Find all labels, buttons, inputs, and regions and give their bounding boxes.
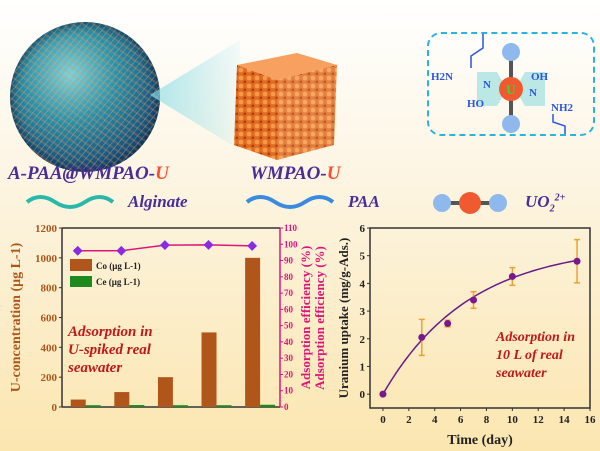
legend-co-label: Co (μg L-1)	[96, 261, 141, 271]
data-point	[573, 257, 581, 265]
data-point	[508, 272, 516, 280]
x-tick-label: 4	[432, 414, 438, 426]
nh2-label: NH2	[551, 102, 574, 114]
co-bar	[201, 332, 217, 407]
oxygen-atom-icon	[502, 115, 520, 133]
y-tick-label: 600	[41, 313, 58, 325]
plot-frame	[369, 227, 591, 409]
x-tick-label: 2	[406, 414, 412, 426]
data-point	[379, 390, 387, 398]
uranium-label: U	[506, 82, 516, 97]
y2-tick-label: 70	[284, 288, 294, 298]
y-tick-label: 3	[360, 306, 366, 318]
uranyl-icon	[433, 192, 507, 214]
y-tick-label: 1000	[35, 253, 58, 265]
y2-tick-label: 60	[284, 304, 294, 314]
y2-tick-label: 20	[284, 369, 294, 379]
data-point	[444, 320, 452, 328]
fit-curve	[382, 259, 578, 395]
y2-tick-label: 30	[284, 353, 294, 363]
co-bar	[245, 257, 261, 407]
material-label: WMPAO-U	[250, 163, 341, 184]
x-tick-label: 10	[507, 414, 518, 426]
y2-tick-label: 110	[284, 223, 298, 233]
y2-tick-label: 40	[284, 337, 294, 347]
y2-tick-label: 10	[284, 386, 294, 396]
ce-bar	[129, 405, 145, 407]
y-tick-label: 6	[360, 223, 366, 235]
legend-co-swatch	[70, 259, 92, 271]
efficiency-marker	[247, 240, 258, 251]
y-tick-label: 200	[41, 372, 58, 384]
ce-bar	[172, 405, 188, 407]
annotation-line: U-spiked real	[68, 342, 152, 358]
data-point	[418, 333, 426, 341]
annotation-line: seawater	[495, 366, 547, 381]
legend-ce-label: Ce (μg L-1)	[96, 277, 140, 287]
efficiency-marker	[72, 245, 83, 256]
wmpao-cube-image	[234, 53, 337, 160]
annotation-line: Adsorption in	[495, 330, 575, 345]
efficiency-marker	[116, 245, 127, 256]
amidoxime-uranyl-complex: U H2N N HO OH N NH2	[431, 34, 574, 134]
y-tick-label: 0	[360, 389, 366, 401]
composite-label: A-PAA@WMPAO-U	[8, 163, 169, 184]
data-point	[470, 296, 478, 304]
y-tick-label: 2	[360, 334, 366, 346]
co-bar	[114, 392, 130, 407]
co-bar	[70, 399, 86, 407]
y2-tick-label: 80	[284, 272, 294, 282]
x-tick-label: 16	[585, 414, 597, 426]
x-tick-label: 0	[380, 414, 386, 426]
right-n-label: N	[529, 87, 537, 99]
y-axis-title: U-concentration (μg L-1)	[9, 242, 24, 392]
h2n-label: H2N	[431, 71, 453, 83]
y-tick-label: 5	[360, 251, 366, 263]
ho-label: HO	[467, 98, 485, 110]
a-paa-wmpao-sphere-image	[10, 22, 160, 172]
y-tick-label: 4	[360, 278, 366, 290]
alginate-legend-label: Alginate	[128, 192, 188, 211]
efficiency-marker	[203, 239, 214, 250]
x-tick-label: 6	[458, 414, 464, 426]
oxygen-atom-icon	[502, 43, 520, 61]
spiked-seawater-chart: 0 200 400 600 800 1000 1200 0 10 20 30 40 50 60 70 80 90…	[9, 223, 313, 414]
ce-bar	[260, 404, 276, 407]
legend-ce-swatch	[70, 276, 92, 287]
uranium-atom-icon	[499, 77, 523, 101]
uranyl-legend-label: UO22+	[525, 192, 566, 215]
y-tick-label: 400	[41, 342, 58, 354]
y2-tick-label: 90	[284, 256, 294, 266]
x-axis-title: Time (day)	[447, 433, 513, 448]
x-tick-label: 8	[484, 414, 490, 426]
paa-legend-label: PAA	[348, 192, 380, 211]
annotation-line: seawater	[67, 360, 122, 376]
x-tick-label: 14	[559, 414, 571, 426]
y2-axis-title: Adsorption efficiency (%)	[298, 246, 313, 390]
y-tick-label: 1200	[35, 223, 58, 235]
alginate-chain-icon	[25, 195, 115, 209]
y-tick-label: 800	[41, 283, 58, 295]
y-tick-label: 0	[52, 402, 58, 414]
y2-tick-label: 0	[284, 402, 289, 412]
x-tick-label: 12	[533, 414, 545, 426]
y2-tick-label: 100	[284, 239, 298, 249]
annotation-line: Adsorption in	[67, 324, 153, 340]
annotation-line: 10 L of real	[496, 348, 563, 363]
y-axis-title: Uranium uptake (mg/g-Ads.)	[336, 238, 351, 399]
ce-bar	[216, 405, 232, 407]
molecule-zoom-box: U H2N N HO OH N NH2	[427, 32, 595, 136]
ce-bar	[85, 405, 101, 407]
y-tick-label: 1	[360, 361, 366, 373]
efficiency-marker	[159, 240, 170, 251]
co-bar	[157, 377, 173, 407]
clipped-y2-title: Adsorption efficiency (%)	[312, 246, 327, 390]
y2-tick-label: 50	[284, 321, 294, 331]
oh-label: OH	[531, 71, 549, 83]
left-n-label: N	[483, 79, 491, 91]
paa-chain-icon	[245, 195, 335, 209]
